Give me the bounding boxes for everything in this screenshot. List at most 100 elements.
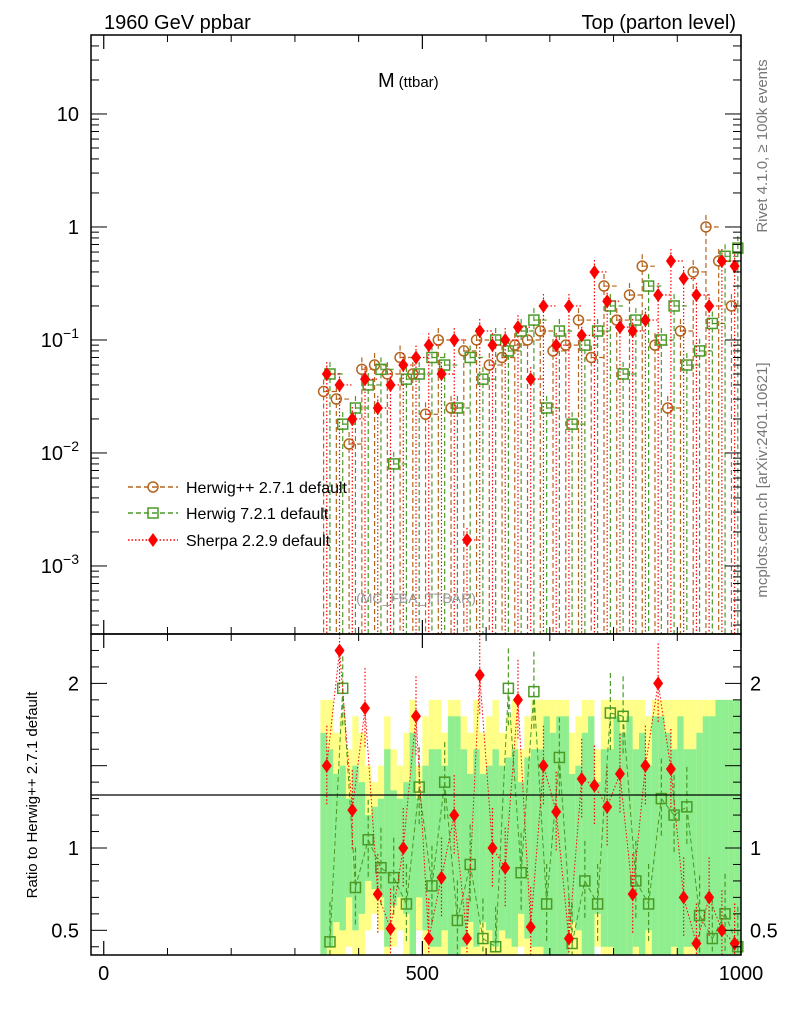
ratio-point — [528, 685, 540, 698]
ratio-line — [507, 688, 522, 873]
ratio-point — [642, 898, 655, 910]
chart-title: M (ttbar) — [378, 70, 439, 92]
data-point — [487, 338, 498, 353]
ratio-tick-label-right: 1 — [750, 838, 761, 860]
green-band-bin — [728, 699, 735, 955]
ratio-line — [479, 675, 493, 849]
header-left: 1960 GeV ppbar — [104, 12, 251, 34]
ratio-point — [602, 799, 613, 814]
green-band-bin — [543, 716, 550, 955]
data-point — [372, 401, 383, 416]
data-point — [458, 345, 470, 357]
ratio-line — [619, 773, 634, 895]
ratio-point — [640, 758, 651, 773]
ratio-tick-label-left: 2 — [68, 673, 79, 695]
data-point — [317, 385, 330, 398]
y-tick-label: 10−2 — [41, 438, 79, 465]
ratio-point — [372, 887, 383, 902]
ratio-tick-label-right: 2 — [750, 673, 761, 695]
ratio-line — [683, 897, 697, 944]
ratio-line — [520, 691, 535, 873]
data-point — [700, 221, 712, 233]
main-series-layer — [317, 214, 744, 634]
ratio-line — [606, 773, 621, 808]
data-point — [665, 253, 676, 268]
green-band-bin — [702, 716, 710, 955]
legend-label-herwigpp: Herwig++ 2.7.1 default — [186, 480, 348, 497]
y-tick-label: 10−1 — [41, 325, 79, 352]
data-point — [591, 325, 604, 337]
green-band-bin — [320, 732, 327, 955]
data-point — [617, 368, 629, 380]
ratio-line — [648, 798, 662, 905]
ratio-line — [530, 765, 544, 928]
green-band-bin — [460, 749, 467, 947]
ratio-point — [423, 931, 434, 946]
ratio-line — [670, 768, 685, 898]
ratio-tick-label-left: 1 — [68, 838, 79, 860]
data-point — [398, 358, 409, 373]
data-point — [653, 288, 664, 303]
chart-title-sub: (ttbar) — [399, 74, 439, 91]
data-point — [687, 266, 699, 278]
ratio-point — [464, 858, 476, 871]
ratio-point — [691, 936, 702, 951]
data-point — [553, 325, 566, 337]
green-band-bin — [613, 716, 620, 955]
ratio-point — [704, 890, 715, 905]
data-point — [411, 350, 421, 365]
data-point — [627, 324, 638, 339]
data-point — [598, 280, 610, 292]
legend-entry-herwig7: Herwig 7.2.1 default — [128, 506, 329, 523]
data-point — [636, 260, 648, 272]
ratio-line — [377, 893, 391, 929]
data-point — [449, 332, 460, 347]
mcplots-label: mcplots.cern.ch [arXiv:2401.10621] — [754, 362, 771, 597]
ratio-line — [571, 880, 586, 944]
header-right: Top (parton level) — [581, 12, 736, 34]
data-point — [496, 351, 508, 364]
ratio-point — [591, 898, 604, 910]
legend-entry-herwigpp: Herwig++ 2.7.1 default — [128, 480, 348, 497]
ratio-point — [449, 808, 460, 823]
data-point — [321, 366, 332, 381]
data-point — [400, 373, 413, 385]
ratio-point — [362, 834, 374, 846]
data-point — [509, 339, 521, 351]
green-band-bin — [588, 716, 595, 955]
ratio-line — [380, 867, 395, 879]
data-point — [419, 408, 432, 421]
green-band-bin — [549, 732, 557, 955]
ratio-line — [469, 864, 484, 939]
analysis-tag: (MC_FBA_TTBAR) — [356, 590, 476, 606]
ratio-line — [622, 716, 637, 881]
data-point — [438, 359, 451, 371]
ratio-point — [487, 841, 498, 855]
data-point — [512, 320, 523, 335]
data-point — [347, 411, 358, 426]
ratio-point — [438, 776, 451, 788]
data-point — [732, 242, 744, 254]
data-point — [330, 393, 343, 405]
ratio-point — [413, 781, 425, 793]
ratio-line — [632, 765, 646, 895]
ratio-point — [604, 707, 617, 719]
ratio-point — [668, 809, 680, 821]
data-point — [394, 351, 406, 364]
green-band-bin — [384, 749, 391, 947]
ratio-line — [482, 938, 496, 948]
ratio-line — [673, 806, 688, 816]
ratio-line — [555, 811, 570, 939]
ratio-point — [387, 871, 400, 884]
ratio-point — [349, 881, 362, 894]
green-band-bin — [645, 765, 652, 931]
ratio-point — [665, 761, 676, 776]
ratio-point — [719, 908, 731, 920]
ratio-point — [477, 932, 489, 945]
x-tick-label: 0 — [98, 963, 109, 985]
data-point — [693, 345, 706, 357]
data-point — [349, 402, 362, 414]
ratio-line — [354, 839, 369, 888]
data-point — [614, 320, 625, 335]
data-point — [334, 377, 345, 392]
